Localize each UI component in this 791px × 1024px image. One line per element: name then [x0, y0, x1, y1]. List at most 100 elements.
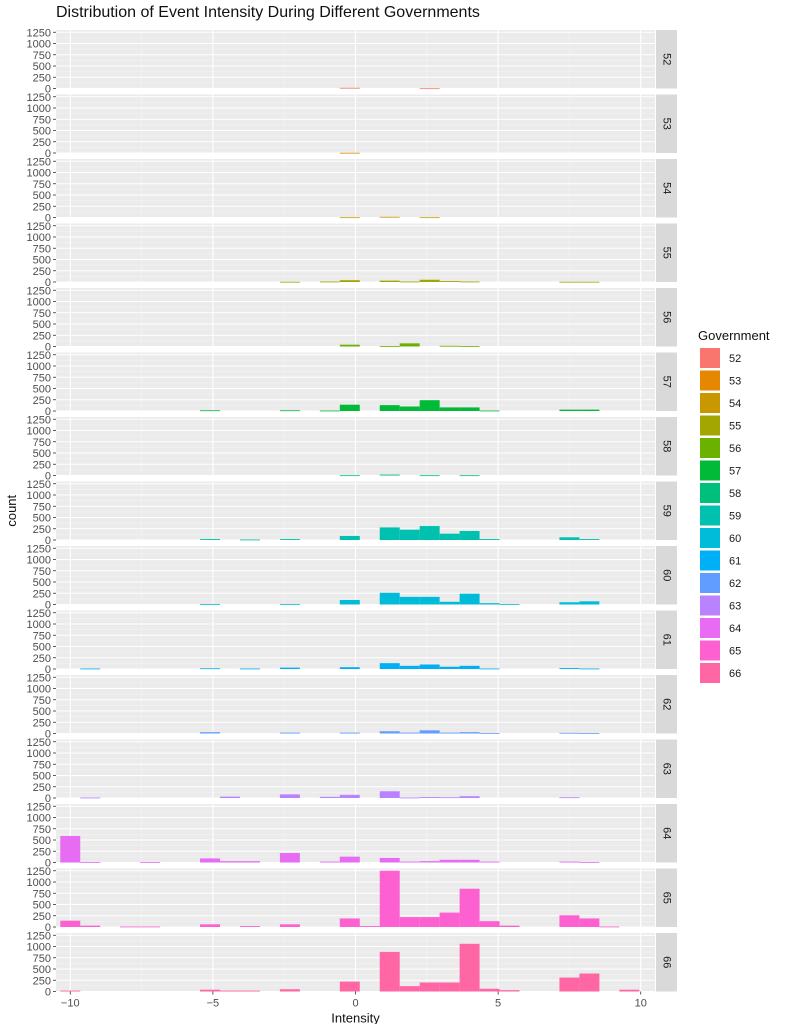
histogram-bar	[80, 797, 101, 799]
histogram-bar	[339, 794, 360, 798]
legend-label: 54	[729, 398, 741, 410]
y-tick-label: 0	[45, 406, 51, 418]
legend-label: 66	[729, 668, 741, 680]
y-tick-label: 1250	[27, 27, 51, 39]
histogram-bar	[220, 796, 240, 798]
y-tick-label: 1250	[27, 156, 51, 168]
histogram-bar	[559, 915, 580, 927]
y-tick-label: 500	[33, 61, 51, 73]
histogram-bar	[339, 732, 360, 734]
histogram-bar	[80, 668, 101, 670]
histogram-bar	[459, 859, 480, 863]
histogram-bar	[459, 407, 480, 411]
y-tick-label: 1000	[27, 103, 51, 115]
legend-label: 64	[729, 623, 741, 635]
histogram-bar	[479, 988, 500, 992]
legend-key	[700, 550, 720, 571]
legend-key	[700, 663, 720, 683]
y-axis-title: count	[4, 494, 19, 526]
y-tick-label: 0	[45, 793, 51, 805]
facet-strip	[656, 804, 677, 863]
histogram-bar	[339, 535, 360, 540]
y-tick-label: 750	[33, 179, 51, 191]
y-tick-label: 1250	[27, 608, 51, 620]
histogram-bar	[399, 665, 420, 669]
histogram-bar	[339, 856, 360, 863]
histogram-bar	[439, 797, 460, 799]
y-tick-label: 1000	[27, 555, 51, 567]
histogram-bar	[439, 666, 460, 669]
histogram-bar	[459, 796, 480, 798]
histogram-bar	[200, 668, 221, 670]
y-tick-label: 500	[33, 448, 51, 460]
histogram-bar	[319, 861, 340, 863]
histogram-bar	[60, 835, 81, 863]
x-tick-label: −5	[207, 998, 220, 1010]
y-tick-label: 250	[33, 911, 51, 923]
legend-key	[700, 595, 720, 616]
histogram-bar	[459, 281, 480, 283]
histogram-bar	[379, 592, 400, 605]
y-tick-label: 1000	[27, 619, 51, 631]
facet-strip-label: 54	[661, 182, 673, 194]
y-tick-label: 750	[33, 953, 51, 965]
histogram-bar	[479, 861, 500, 863]
y-tick-label: 1250	[27, 92, 51, 104]
y-tick-label: 250	[33, 201, 51, 213]
y-tick-label: 1000	[27, 361, 51, 373]
histogram-bar	[559, 977, 580, 992]
y-tick-label: 0	[45, 600, 51, 612]
histogram-bar	[399, 281, 420, 283]
histogram-bar	[319, 281, 340, 283]
histogram-bar	[379, 474, 400, 476]
histogram-bar	[559, 537, 580, 540]
histogram-bar	[200, 732, 221, 734]
histogram-bar	[579, 862, 600, 863]
histogram-bar	[339, 344, 360, 347]
histogram-bar	[339, 475, 360, 477]
histogram-bar	[459, 593, 480, 605]
histogram-bar	[200, 858, 221, 863]
y-tick-label: 0	[45, 858, 51, 870]
histogram-bar	[120, 926, 141, 928]
legend: Government 52 53 54 55 56 57 58 59 60 61 62 63 64 65 66	[698, 328, 770, 683]
histogram-bar	[319, 410, 340, 412]
histogram-bar	[419, 797, 440, 798]
legend-label: 63	[729, 601, 741, 613]
histogram-bar	[399, 529, 420, 540]
legend-key	[700, 505, 720, 526]
y-tick-label: 250	[33, 266, 51, 278]
facet-strip-label: 62	[661, 698, 673, 710]
histogram-bar	[399, 917, 420, 927]
y-tick-label: 250	[33, 717, 51, 729]
histogram-bar	[499, 925, 520, 927]
y-tick-label: 750	[33, 50, 51, 62]
histogram-bar	[359, 926, 380, 927]
histogram-bar	[499, 604, 520, 605]
legend-label: 60	[729, 533, 741, 545]
histogram-bar	[200, 410, 221, 412]
histogram-bar	[80, 862, 101, 863]
legend-key	[700, 618, 720, 638]
histogram-bar	[279, 667, 300, 669]
x-tick-label: 0	[352, 998, 358, 1010]
y-tick-label: 1250	[27, 479, 51, 491]
histogram-bar	[339, 981, 360, 992]
histogram-bar	[439, 912, 460, 927]
y-tick-label: 750	[33, 566, 51, 578]
histogram-bar	[220, 861, 240, 863]
histogram-bar	[239, 539, 260, 541]
facet-strip-label: 61	[661, 634, 673, 646]
histogram-bar	[279, 924, 300, 927]
histogram-bar	[559, 668, 580, 669]
